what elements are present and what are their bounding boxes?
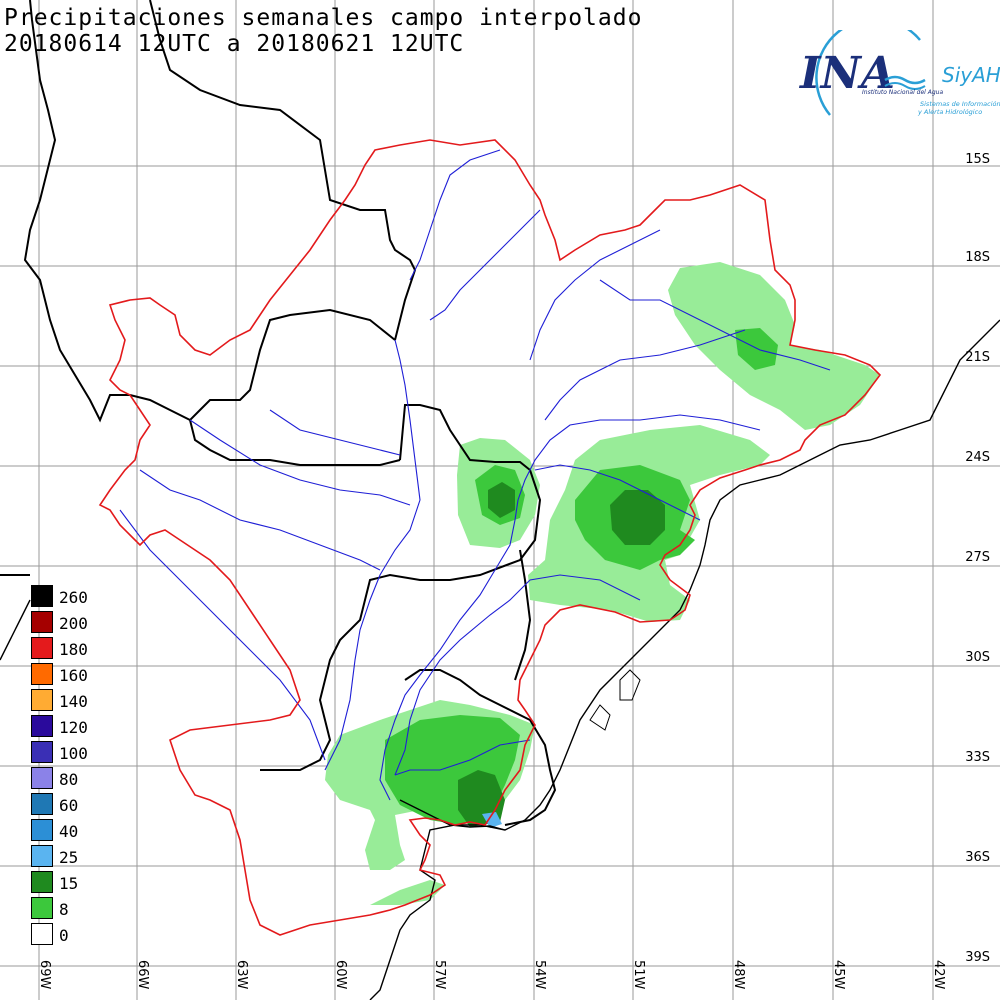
river-paranaiba bbox=[529, 229, 661, 361]
lon-label-57W: 57W bbox=[432, 960, 447, 990]
border-line bbox=[149, 0, 417, 341]
map-title: Precipitaciones semanales campo interpol… bbox=[4, 5, 643, 31]
ina-letters: INA bbox=[798, 48, 895, 99]
legend-swatch bbox=[31, 585, 53, 607]
border-line bbox=[404, 669, 557, 826]
ina-logo: INA SiyAH Instituto Nacional del Agua Si… bbox=[790, 17, 1000, 130]
river-grande bbox=[599, 279, 831, 371]
siyah-tagline-1: Sistemas de Información bbox=[920, 100, 1000, 108]
lon-label-42W: 42W bbox=[931, 960, 946, 990]
legend-label: 100 bbox=[59, 744, 88, 763]
lat-label-21S: 21S bbox=[965, 350, 990, 365]
legend-label: 60 bbox=[59, 796, 79, 815]
legend-swatch bbox=[31, 819, 53, 841]
ina-logo-graphic: INA SiyAH Instituto Nacional del Agua Si… bbox=[798, 17, 1000, 116]
border-line bbox=[188, 308, 401, 466]
river-parana bbox=[379, 414, 761, 801]
river-uruguay bbox=[394, 574, 641, 776]
lat-label-39S: 39S bbox=[965, 950, 990, 965]
rivers bbox=[119, 149, 831, 801]
rain-area-25 bbox=[482, 812, 502, 828]
legend-swatch bbox=[31, 793, 53, 815]
coast-rio-plata bbox=[399, 799, 506, 831]
lon-label-63W: 63W bbox=[234, 960, 249, 990]
legend-swatch bbox=[31, 897, 53, 919]
river-tiete bbox=[544, 329, 746, 421]
legend-label: 140 bbox=[59, 692, 88, 711]
river-pilcomayo2 bbox=[269, 409, 401, 456]
legend-swatch bbox=[31, 663, 53, 685]
lon-label-54W: 54W bbox=[532, 960, 547, 990]
river-salado bbox=[119, 509, 326, 761]
legend-swatch bbox=[31, 715, 53, 737]
legend-label: 0 bbox=[59, 926, 69, 945]
legend-swatch bbox=[31, 767, 53, 789]
rain-area-heavy bbox=[488, 482, 515, 518]
legend-label: 40 bbox=[59, 822, 79, 841]
la-plata-basin-outline bbox=[98, 139, 882, 936]
legend-swatch bbox=[31, 611, 53, 633]
ina-subtitle: Instituto Nacional del Agua bbox=[862, 89, 943, 96]
lon-label-45W: 45W bbox=[831, 960, 846, 990]
legend-label: 120 bbox=[59, 718, 88, 737]
legend-label: 8 bbox=[59, 900, 69, 919]
legend-label: 160 bbox=[59, 666, 88, 685]
legend-label: 200 bbox=[59, 614, 88, 633]
lat-label-24S: 24S bbox=[965, 450, 990, 465]
lon-label-69W: 69W bbox=[37, 960, 52, 990]
coast-pacific bbox=[0, 599, 31, 661]
legend-swatch bbox=[31, 637, 53, 659]
legend-swatch bbox=[31, 923, 53, 945]
legend-label: 180 bbox=[59, 640, 88, 659]
lat-label-27S: 27S bbox=[965, 550, 990, 565]
coastline bbox=[0, 319, 1000, 1000]
lat-label-36S: 36S bbox=[965, 850, 990, 865]
border-line bbox=[514, 549, 532, 681]
coast-atlantic bbox=[369, 319, 1000, 1000]
legend-swatch bbox=[31, 845, 53, 867]
lon-label-48W: 48W bbox=[731, 960, 746, 990]
lon-label-60W: 60W bbox=[333, 960, 348, 990]
lat-label-30S: 30S bbox=[965, 650, 990, 665]
country-borders bbox=[0, 0, 557, 826]
map-date-range: 20180614 12UTC a 20180621 12UTC bbox=[4, 31, 465, 57]
river-iguazu bbox=[534, 464, 701, 521]
lon-label-66W: 66W bbox=[135, 960, 150, 990]
river-upper-2 bbox=[429, 209, 541, 321]
river-bermejo bbox=[139, 469, 381, 571]
lat-label-33S: 33S bbox=[965, 750, 990, 765]
border-line bbox=[399, 404, 531, 471]
coastal-detail bbox=[589, 669, 641, 731]
river-paraguay bbox=[324, 339, 421, 771]
rain-area-8 bbox=[370, 880, 445, 905]
border-line bbox=[260, 469, 542, 771]
legend-swatch bbox=[31, 741, 53, 763]
rain-area-heavy bbox=[610, 490, 665, 545]
legend-label: 25 bbox=[59, 848, 79, 867]
legend-swatch bbox=[31, 871, 53, 893]
lat-label-18S: 18S bbox=[965, 250, 990, 265]
legend-label: 15 bbox=[59, 874, 79, 893]
river-negro bbox=[394, 739, 531, 776]
river-pilcomayo bbox=[189, 419, 411, 506]
precipitation-field bbox=[325, 262, 880, 905]
lat-label-15S: 15S bbox=[965, 152, 990, 167]
legend-label: 80 bbox=[59, 770, 79, 789]
legend-swatch bbox=[31, 689, 53, 711]
siyah-tagline-2: y Alerta Hidrológico bbox=[917, 108, 982, 116]
siyah-brand: SiyAH bbox=[942, 63, 1000, 87]
lon-label-51W: 51W bbox=[631, 960, 646, 990]
rain-area-15 bbox=[735, 328, 778, 370]
river-upper-1 bbox=[409, 149, 501, 281]
border-line bbox=[23, 0, 191, 423]
legend-label: 260 bbox=[59, 588, 88, 607]
